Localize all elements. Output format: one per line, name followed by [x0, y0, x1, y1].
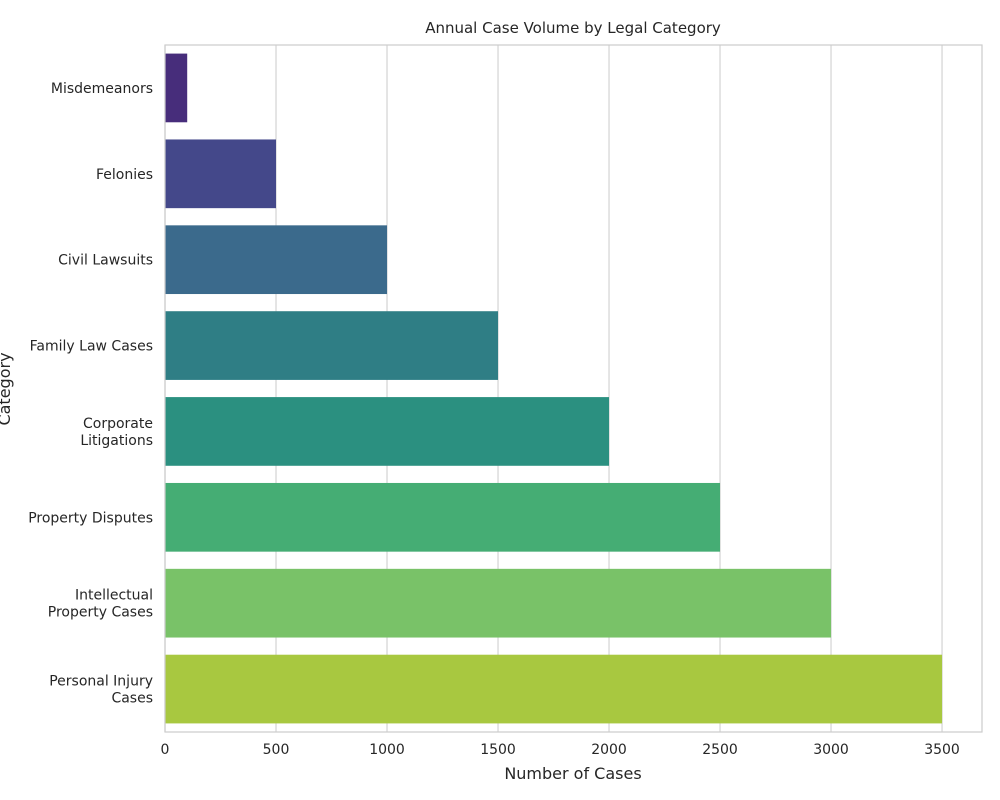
y-axis-label: Category — [0, 352, 14, 425]
chart-title: Annual Case Volume by Legal Category — [425, 19, 721, 37]
y-tick-label: Intellectual Property Cases — [48, 588, 153, 621]
bar — [165, 568, 832, 638]
x-tick-label: 1500 — [480, 742, 516, 758]
y-tick-label: Felonies — [96, 167, 153, 183]
y-tick-label: Family Law Cases — [30, 339, 153, 355]
x-tick-label: 2000 — [591, 742, 627, 758]
x-tick-labels: 0 500 1000 1500 2000 2500 3000 3500 — [161, 742, 960, 758]
bar — [165, 53, 188, 123]
x-axis-label: Number of Cases — [504, 764, 641, 783]
x-tick-label: 3500 — [924, 742, 960, 758]
y-tick-label: Misdemeanors — [51, 81, 153, 97]
bar — [165, 482, 721, 552]
x-tick-label: 0 — [161, 742, 170, 758]
y-tick-label-line: Civil Lawsuits — [58, 253, 153, 269]
y-tick-label-line: Family Law Cases — [30, 339, 153, 355]
y-tick-label-line: Misdemeanors — [51, 81, 153, 97]
y-tick-label: Property Disputes — [28, 510, 153, 526]
y-tick-labels: Misdemeanors Felonies Civil Lawsuits Family… — [28, 81, 153, 707]
bars — [165, 53, 943, 724]
y-tick-label-line: Litigations — [80, 433, 153, 449]
y-tick-label: Personal Injury Cases — [49, 674, 153, 707]
x-tick-label: 3000 — [813, 742, 849, 758]
y-tick-label-line: Cases — [111, 691, 153, 707]
bar — [165, 139, 277, 209]
y-tick-label-line: Felonies — [96, 167, 153, 183]
x-tick-label: 500 — [263, 742, 290, 758]
y-tick-label: Civil Lawsuits — [58, 253, 153, 269]
y-tick-label-line: Intellectual — [75, 588, 153, 604]
bar — [165, 654, 943, 724]
bar — [165, 397, 610, 466]
y-tick-label-line: Property Disputes — [28, 510, 153, 526]
y-tick-label-line: Property Cases — [48, 605, 153, 621]
bar — [165, 225, 388, 295]
y-tick-label-line: Personal Injury — [49, 674, 153, 690]
bar — [165, 311, 499, 380]
y-tick-label-line: Corporate — [83, 416, 153, 432]
x-tick-label: 2500 — [702, 742, 738, 758]
plot-frame — [164, 44, 983, 733]
y-tick-label: Corporate Litigations — [80, 416, 153, 449]
x-tick-label: 1000 — [369, 742, 405, 758]
